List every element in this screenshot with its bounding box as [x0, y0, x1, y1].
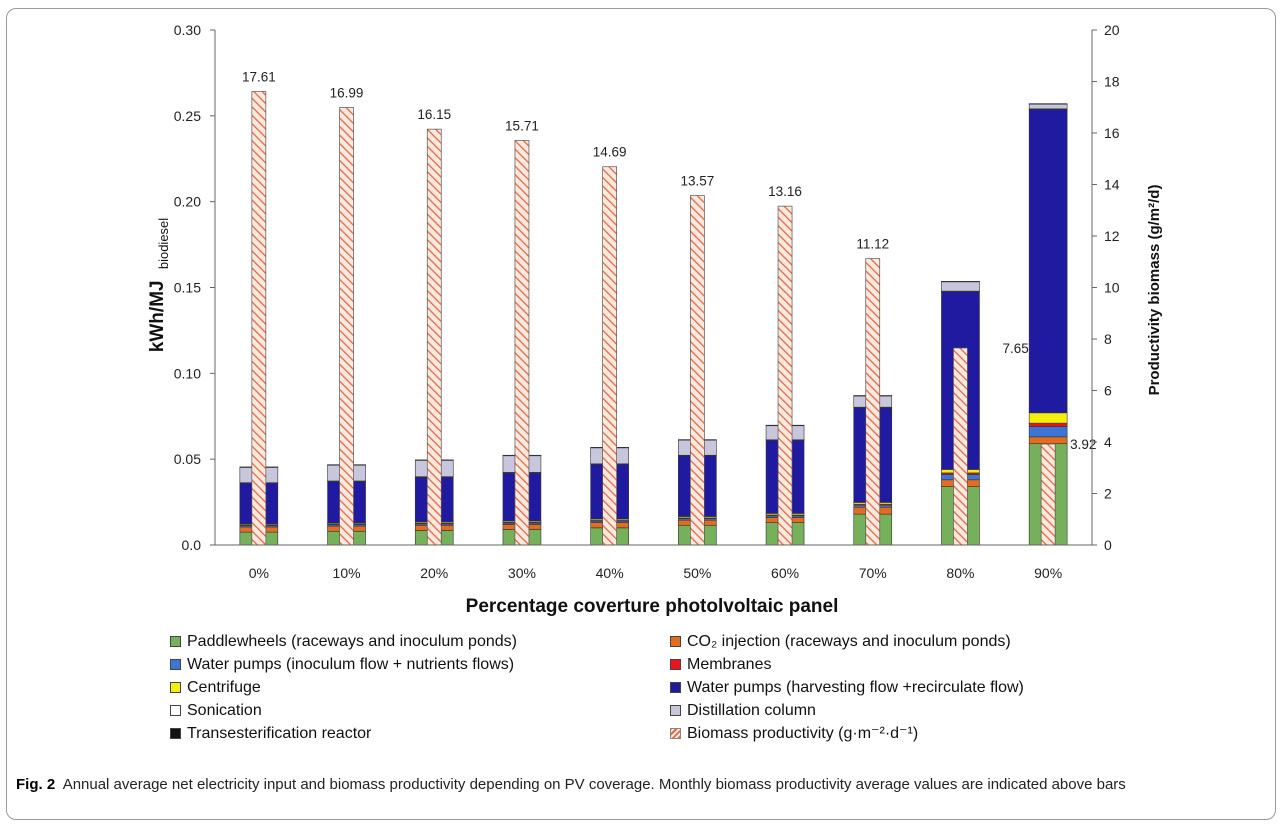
y2-tick-label: 14: [1104, 177, 1120, 193]
y2-tick-label: 0: [1104, 537, 1112, 553]
x-tick-label: 80%: [946, 565, 974, 581]
x-tick-label: 50%: [683, 565, 711, 581]
legend-swatch: [670, 682, 681, 693]
data-label: 13.57: [680, 174, 714, 189]
legend-item: Sonication: [170, 702, 262, 720]
legend-swatch: [170, 636, 181, 647]
legend-label: CO₂ injection (raceways and inoculum pon…: [687, 633, 1011, 650]
legend-swatch: [170, 659, 181, 670]
data-label: 7.65: [1002, 341, 1028, 356]
data-label: 14.69: [593, 145, 627, 160]
legend-item: Centrifuge: [170, 679, 261, 697]
caption-label: Fig. 2: [16, 776, 56, 793]
bars-layer: 17.61 16.99 16.15 15.71 14.69 13.57 13.16 11.12…: [239, 70, 1096, 546]
legend-label: Membranes: [687, 656, 772, 673]
legend-label: Transesterification reactor: [187, 725, 372, 742]
legend-swatch: [670, 705, 681, 716]
legend-swatch: [170, 705, 181, 716]
data-label: 16.15: [417, 107, 451, 122]
y2-axis-title: Productivity biomass (g/m²/d): [1146, 185, 1163, 396]
stacked-segment: [1028, 103, 1068, 105]
data-label: 16.99: [330, 86, 364, 101]
legend-item: Paddlewheels (raceways and inoculum pond…: [170, 633, 517, 651]
figure-caption: Fig. 2 Annual average net electricity in…: [16, 774, 1266, 795]
stacked-segment: [1028, 412, 1068, 424]
y2-tick-label: 6: [1104, 383, 1112, 399]
productivity-bar: [426, 128, 442, 546]
x-axis-title: Percentage coverture photolvoltaic panel: [466, 596, 839, 617]
data-label: 15.71: [505, 118, 539, 133]
stacked-segment: [941, 281, 980, 292]
legend-item: Water pumps (inoculum flow + nutrients f…: [170, 656, 514, 674]
productivity-bar: [602, 166, 618, 546]
y2-tick-label: 18: [1104, 74, 1120, 90]
caption-text: Annual average net electricity input and…: [62, 776, 1126, 793]
y2-tick-label: 16: [1104, 125, 1120, 141]
y2-tick-label: 4: [1104, 434, 1112, 450]
productivity-bar: [865, 258, 881, 546]
x-tick-label: 30%: [508, 565, 536, 581]
y-tick-label: 0.20: [174, 194, 201, 210]
x-tick-label: 90%: [1034, 565, 1062, 581]
chart: 17.61 16.99 16.15 15.71 14.69 13.57 13.16 11.12…: [147, 22, 1163, 617]
legend-label: Sonication: [187, 702, 262, 719]
stacked-segment: [1028, 436, 1068, 445]
legend-label: Distillation column: [687, 702, 816, 719]
productivity-bar: [251, 91, 267, 546]
y-axis-title-main: kWh/MJ: [147, 280, 168, 352]
y-tick-label: 0.05: [174, 451, 201, 467]
x-tick-label: 40%: [596, 565, 624, 581]
legend-item: Water pumps (harvesting flow +recirculat…: [670, 679, 1024, 697]
y2-tick-label: 20: [1104, 22, 1120, 38]
y2-tick-label: 12: [1104, 228, 1120, 244]
legend-item: CO₂ injection (raceways and inoculum pon…: [670, 633, 1011, 651]
y-tick-label: 0.25: [174, 108, 201, 124]
data-label: 11.12: [856, 237, 889, 252]
productivity-bar: [339, 107, 354, 546]
legend-item: Membranes: [670, 656, 771, 674]
y-tick-label: 0.10: [174, 365, 201, 381]
stacked-segment: [941, 281, 980, 283]
y-tick-label: 0.0: [182, 537, 202, 553]
x-tick-label: 0%: [249, 565, 269, 581]
legend-swatch: [170, 728, 181, 739]
data-label: 13.16: [768, 184, 802, 199]
stacked-segment: [1028, 422, 1068, 427]
legend-label: Centrifuge: [187, 679, 261, 696]
axes-layer: 0% 10% 20% 30% 40% 50% 60% 70% 80% 90% 0.0 0.05 0.10…: [174, 22, 1120, 581]
legend-swatch: [670, 659, 681, 670]
x-tick-label: 20%: [420, 565, 448, 581]
y2-tick-label: 10: [1104, 280, 1120, 296]
y-tick-label: 0.15: [174, 280, 201, 296]
legend-item: Biomass productivity (g·m⁻²·d⁻¹): [670, 725, 918, 743]
productivity-bar: [1040, 443, 1056, 546]
y2-tick-label: 8: [1104, 331, 1112, 347]
stacked-segment: [1028, 426, 1068, 438]
data-label: 17.61: [242, 70, 276, 85]
legend-swatch: [670, 728, 681, 739]
y-tick-label: 0.30: [174, 22, 201, 38]
productivity-bar: [777, 205, 793, 546]
x-tick-label: 60%: [771, 565, 799, 581]
legend-label: Water pumps (inoculum flow + nutrients f…: [187, 656, 515, 673]
y2-tick-label: 2: [1104, 486, 1112, 502]
productivity-bar: [514, 140, 530, 546]
productivity-bar: [689, 195, 705, 546]
x-tick-label: 10%: [333, 565, 361, 581]
legend-label: Biomass productivity (g·m⁻²·d⁻¹): [687, 725, 919, 742]
y-axis-title: kWh/MJ biodiesel: [147, 218, 171, 352]
data-label: 3.92: [1070, 437, 1096, 452]
legend-item: Transesterification reactor: [170, 725, 371, 743]
productivity-bar: [953, 347, 968, 546]
legend-item: Distillation column: [670, 702, 816, 720]
x-tick-label: 70%: [859, 565, 887, 581]
legend-swatch: [170, 682, 181, 693]
stacked-segment: [1028, 109, 1068, 414]
stacked-segment: [1028, 103, 1068, 110]
legend-label: Water pumps (harvesting flow +recirculat…: [687, 679, 1024, 696]
y-axis-title-sub: biodiesel: [156, 218, 171, 269]
legend-swatch: [670, 636, 681, 647]
legend-label: Paddlewheels (raceways and inoculum pond…: [187, 633, 517, 650]
